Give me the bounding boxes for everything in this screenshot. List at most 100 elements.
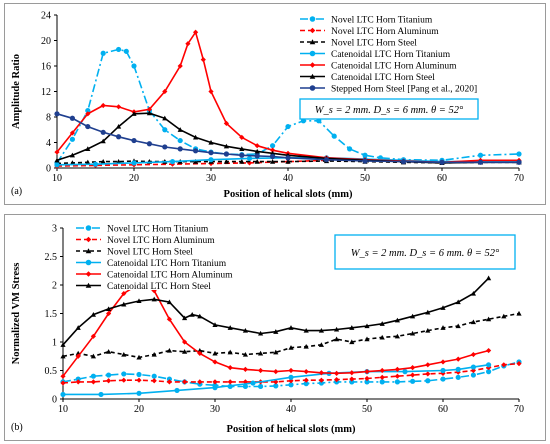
data-point xyxy=(162,88,168,95)
data-point xyxy=(54,157,60,163)
y-tick-label: 2 xyxy=(52,281,57,292)
legend-marker xyxy=(309,16,316,22)
data-point xyxy=(239,159,245,164)
data-point xyxy=(364,323,370,329)
panel-label: (b) xyxy=(11,422,23,433)
data-point xyxy=(334,326,340,332)
data-point xyxy=(162,115,168,121)
data-point xyxy=(394,379,400,385)
data-point xyxy=(166,299,172,305)
x-tick-label: 60 xyxy=(438,404,448,415)
data-point xyxy=(394,333,400,339)
data-point xyxy=(349,379,355,385)
y-tick-label: 1 xyxy=(52,338,57,349)
data-point xyxy=(116,134,122,140)
data-point xyxy=(185,41,191,47)
data-point xyxy=(227,349,233,355)
legend-label: Catenoidal LTC Horn Titanium xyxy=(331,50,451,60)
data-point xyxy=(227,365,233,371)
y-tick-label: 2.5 xyxy=(45,252,58,263)
y-tick-label: 24 xyxy=(41,11,51,22)
data-point xyxy=(60,342,66,347)
series-stepped-horn-steel xyxy=(54,111,522,165)
y-tick-label: 4 xyxy=(46,138,51,149)
data-point xyxy=(131,63,137,69)
legend-label: Catenoidal LTC Horn Titanium xyxy=(107,259,227,269)
data-point xyxy=(146,141,152,147)
data-point xyxy=(193,148,199,154)
legend-marker xyxy=(85,259,92,266)
data-point xyxy=(318,328,324,333)
data-point xyxy=(223,120,229,126)
legend-marker xyxy=(85,225,92,231)
data-point xyxy=(270,150,276,156)
legend-item-catenoidal-ltc-horn-aluminum: Catenoidal LTC Horn Aluminum xyxy=(76,271,233,281)
data-point xyxy=(208,88,214,95)
data-point xyxy=(334,370,340,376)
data-point xyxy=(182,339,188,345)
data-point xyxy=(151,351,157,357)
y-tick-label: 20 xyxy=(41,36,51,47)
data-point xyxy=(288,367,294,374)
data-point xyxy=(254,148,260,154)
data-point xyxy=(349,339,355,345)
data-point xyxy=(410,330,416,336)
data-point xyxy=(239,146,245,151)
legend-marker xyxy=(85,282,92,288)
data-point xyxy=(85,146,91,151)
series-line xyxy=(56,160,519,165)
data-point xyxy=(364,336,370,342)
series-line xyxy=(62,277,490,346)
data-point xyxy=(477,152,484,158)
series-novel-ltc-horn-steel xyxy=(60,310,522,360)
legend-item-novel-ltc-horn-steel: Novel LTC Horn Steel xyxy=(300,39,417,49)
y-tick-label: 8 xyxy=(46,113,51,124)
data-point xyxy=(273,383,279,389)
data-point xyxy=(100,129,106,135)
data-point xyxy=(273,369,279,375)
x-tick-label: 10 xyxy=(52,173,62,184)
data-point xyxy=(166,347,172,353)
data-point xyxy=(242,383,248,390)
data-point xyxy=(258,383,264,390)
series-novel-ltc-horn-titanium xyxy=(60,359,522,390)
data-point xyxy=(455,356,461,362)
x-tick-label: 40 xyxy=(283,173,293,184)
data-point xyxy=(75,376,81,382)
parameter-annotation: W_s = 2 mm. D_s = 6 mm. θ = 52° xyxy=(299,98,479,120)
data-point xyxy=(85,123,91,130)
data-point xyxy=(69,130,75,136)
data-point xyxy=(54,162,60,168)
data-point xyxy=(440,305,446,310)
data-point xyxy=(394,373,400,379)
x-tick-label: 30 xyxy=(210,404,220,415)
data-point xyxy=(288,374,294,380)
data-point xyxy=(151,296,157,302)
legend-label: Novel LTC Horn Steel xyxy=(107,248,193,258)
data-point xyxy=(116,104,122,110)
legend-item-novel-ltc-horn-titanium: Novel LTC Horn Titanium xyxy=(76,225,209,235)
data-point xyxy=(177,137,183,144)
x-tick-label: 60 xyxy=(437,173,447,184)
data-point xyxy=(379,379,385,385)
y-tick-label: 0 xyxy=(46,164,51,175)
x-tick-label: 20 xyxy=(134,404,144,415)
annotation-text: W_s = 2 mm. D_s = 6 mm. θ = 52° xyxy=(315,105,464,116)
x-tick-label: 50 xyxy=(362,404,372,415)
data-point xyxy=(394,317,400,323)
data-point xyxy=(323,157,330,163)
data-point xyxy=(136,371,142,378)
data-point xyxy=(223,143,229,149)
data-point xyxy=(455,366,461,372)
y-axis-title: Amplitude Ratio xyxy=(11,54,22,129)
data-point xyxy=(440,376,446,382)
data-point xyxy=(273,329,279,334)
parameter-annotation: W_s = 2 mm. D_s = 6 mm. θ = 52° xyxy=(334,234,516,270)
data-point xyxy=(270,147,276,153)
data-point xyxy=(425,309,431,315)
legend-item-catenoidal-ltc-horn-steel: Catenoidal LTC Horn Steel xyxy=(300,73,435,83)
data-point xyxy=(227,379,233,385)
legend-item-novel-ltc-horn-aluminum: Novel LTC Horn Aluminum xyxy=(300,27,439,37)
data-point xyxy=(239,152,245,158)
data-point xyxy=(477,159,484,165)
